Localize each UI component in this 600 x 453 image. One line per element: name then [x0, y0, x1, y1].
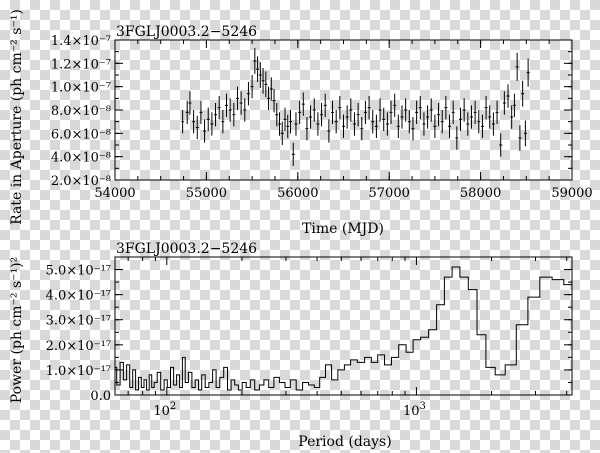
light-curve-x-tick-label: 56000	[277, 186, 318, 201]
light-curve-x-axis-label: Time (MJD)	[302, 221, 384, 237]
light-curve-y-tick-label: 4.0×10⁻⁸	[51, 151, 111, 166]
light-curve-x-tick-label: 59000	[551, 186, 592, 201]
light-curve-y-tick-label: 1.4×10⁻⁷	[51, 34, 111, 49]
light-curve-y-tick-label: 1.2×10⁻⁷	[51, 57, 111, 72]
power-spectrum-title: 3FGLJ0003.2−5246	[116, 241, 257, 257]
light-curve-x-tick-label: 55000	[186, 186, 227, 201]
power-spectrum-x-tick-exponent: 2	[170, 401, 176, 412]
power-spectrum-x-tick-label: 103	[403, 401, 426, 419]
light-curve-y-tick-label: 2.0×10⁻⁸	[51, 174, 111, 189]
power-spectrum-frame	[114, 256, 573, 396]
power-spectrum-y-tick-labels: 0.0 1.0×10⁻¹⁷ 2.0×10⁻¹⁷ 3.0×10⁻¹⁷ 4.0×10⁻¹⁷ 5…	[46, 264, 111, 404]
light-curve-x-tick-labels: 54000 55000 56000 57000 58000 59000	[94, 186, 592, 201]
power-spectrum-y-tick-label: 5.0×10⁻¹⁷	[46, 264, 111, 279]
light-curve-points	[181, 48, 530, 166]
light-curve-y-tick-labels: 2.0×10⁻⁸ 4.0×10⁻⁸ 6.0×10⁻⁸ 8.0×10⁻⁸ 1.0×10⁻⁷…	[51, 34, 111, 189]
power-spectrum-y-tick-label: 0.0	[90, 389, 111, 404]
power-spectrum-y-tick-label: 4.0×10⁻¹⁷	[46, 289, 111, 304]
power-spectrum-x-tick-label: 102	[153, 401, 176, 419]
power-spectrum-y-tick-label: 3.0×10⁻¹⁷	[46, 314, 111, 329]
light-curve-title: 3FGLJ0003.2−5246	[116, 24, 257, 40]
light-curve-y-axis-label: Rate in Aperture (ph cm⁻² s⁻¹)	[9, 9, 25, 225]
light-curve-x-tick-label: 58000	[460, 186, 501, 201]
power-spectrum-line	[115, 266, 572, 391]
power-spectrum-x-tick-base: 10	[153, 404, 170, 419]
power-spectrum-x-tick-labels: 102 103	[153, 401, 426, 419]
light-curve-frame	[114, 39, 573, 181]
light-curve-y-tick-label: 1.0×10⁻⁷	[51, 81, 111, 96]
light-curve-x-tick-label: 57000	[369, 186, 410, 201]
power-spectrum-x-tick-base: 10	[403, 404, 420, 419]
power-spectrum-y-axis-label: Power (ph cm⁻² s⁻¹)²	[9, 257, 25, 403]
power-spectrum-y-tick-label: 1.0×10⁻¹⁷	[46, 364, 111, 379]
power-spectrum-ticks	[115, 256, 572, 396]
light-curve-x-tick-label: 54000	[94, 186, 135, 201]
power-spectrum-x-axis-label: Period (days)	[298, 434, 391, 450]
power-spectrum-panel: 3FGLJ0003.2−5246 102 103 0.01.0×10⁻¹⁷2.0×…	[9, 241, 573, 450]
power-spectrum-x-tick-exponent: 3	[420, 401, 426, 412]
light-curve-ticks	[114, 39, 573, 181]
light-curve-y-tick-label: 6.0×10⁻⁸	[51, 127, 111, 142]
light-curve-panel: 3FGLJ0003.2−5246 54000 55000 56000 57000 580…	[9, 9, 593, 237]
power-spectrum-y-tick-label: 2.0×10⁻¹⁷	[46, 339, 111, 354]
light-curve-y-tick-label: 8.0×10⁻⁸	[51, 104, 111, 119]
